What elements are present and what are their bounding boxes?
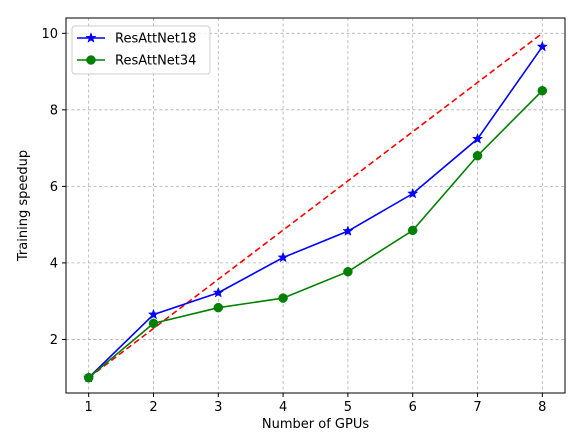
y-tick-label: 4 (50, 256, 58, 271)
x-tick-label: 1 (85, 400, 93, 415)
data-point (212, 286, 224, 298)
data-point (83, 372, 94, 383)
legend-marker (86, 55, 96, 65)
data-point (407, 187, 419, 199)
axis-ticks: 1 2 3 4 5 6 7 8 2 4 6 8 10 (41, 27, 546, 415)
data-point (471, 133, 484, 144)
data-point (342, 225, 354, 236)
y-tick-label: 2 (50, 333, 58, 348)
x-tick-label: 6 (409, 400, 417, 415)
data-point (147, 308, 160, 320)
x-tick-label: 7 (473, 400, 481, 415)
legend-label: ResAttNet34 (115, 54, 196, 69)
y-tick-label: 6 (50, 180, 58, 195)
data-point (277, 251, 289, 263)
series (83, 32, 548, 383)
data-point (343, 266, 353, 277)
x-tick-label: 2 (149, 400, 157, 415)
data-point (536, 40, 548, 52)
legend-box (71, 25, 211, 75)
x-tick-label: 5 (344, 400, 352, 415)
data-point (537, 85, 548, 96)
data-point (472, 151, 483, 161)
data-point (148, 318, 159, 329)
x-axis-label: Number of GPUs (262, 417, 369, 432)
legend-label: ResAttNet18 (115, 32, 196, 47)
x-tick-label: 3 (214, 400, 222, 415)
grid (66, 18, 565, 393)
series-2 (83, 85, 548, 383)
data-point (278, 293, 288, 303)
data-point (213, 302, 224, 313)
y-tick-label: 8 (50, 103, 58, 118)
y-tick-label: 10 (41, 27, 58, 42)
series-line (88, 46, 543, 379)
x-tick-label: 4 (279, 400, 287, 415)
x-tick-label: 8 (538, 400, 546, 415)
legend: ResAttNet18 ResAttNet34 (71, 25, 211, 75)
data-point (407, 225, 418, 236)
plot-frame (65, 17, 566, 394)
series-line (88, 90, 543, 379)
legend-marker (85, 32, 97, 43)
y-axis-label: Training speedup (16, 150, 31, 262)
